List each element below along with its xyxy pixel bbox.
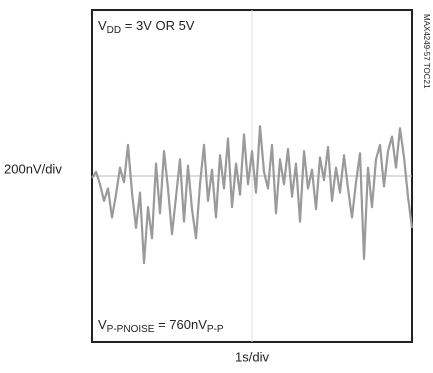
noise-sub: P-PNOISE: [107, 324, 155, 335]
supply-rest: = 3V OR 5V: [121, 18, 195, 33]
y-axis-label: 200nV/div: [4, 161, 62, 176]
noise-trace: [91, 125, 414, 265]
figure-id: MAX4249-57 TOC21: [422, 14, 431, 89]
noise-label: VP-PNOISE = 760nVP-P: [98, 317, 224, 334]
noise-main: V: [98, 317, 107, 332]
noise-rest: = 760nV: [154, 317, 207, 332]
x-axis-label: 1s/div: [235, 349, 269, 364]
supply-sub: DD: [107, 25, 121, 36]
supply-main: V: [98, 18, 107, 33]
supply-label: VDD = 3V OR 5V: [98, 18, 195, 35]
noise-sub2: P-P: [207, 324, 224, 335]
